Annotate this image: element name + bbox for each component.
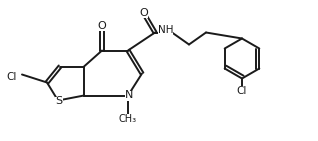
Text: Cl: Cl — [7, 71, 17, 81]
Text: O: O — [140, 8, 149, 18]
Text: Cl: Cl — [237, 85, 247, 95]
Text: N: N — [125, 91, 133, 101]
Text: O: O — [98, 21, 107, 31]
Text: S: S — [55, 96, 63, 106]
Text: NH: NH — [158, 25, 173, 35]
Text: CH₃: CH₃ — [119, 114, 137, 124]
